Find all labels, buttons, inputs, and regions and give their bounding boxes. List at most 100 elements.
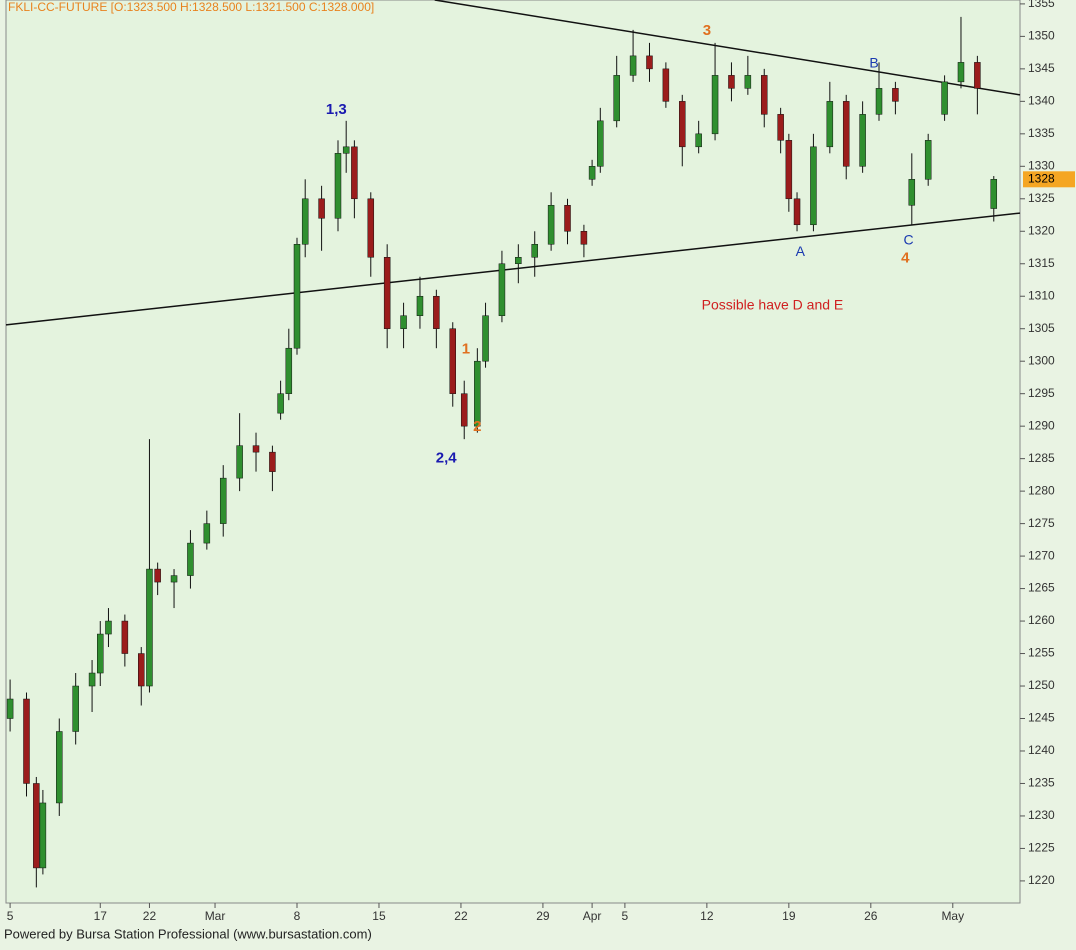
y-tick-label: 1275 bbox=[1028, 516, 1055, 530]
candle-body bbox=[793, 198, 801, 226]
y-tick-label: 1340 bbox=[1028, 94, 1055, 108]
candle-body bbox=[679, 101, 686, 148]
candle-body bbox=[334, 153, 342, 219]
x-tick-label: 5 bbox=[7, 909, 14, 923]
x-tick-label: 29 bbox=[536, 909, 550, 923]
candle-body bbox=[170, 575, 178, 583]
candle-body bbox=[941, 81, 948, 115]
x-tick-label: 5 bbox=[622, 909, 629, 923]
y-tick-label: 1265 bbox=[1028, 581, 1055, 595]
y-tick-label: 1230 bbox=[1028, 808, 1055, 822]
y-tick-label: 1255 bbox=[1028, 646, 1055, 660]
candle-body bbox=[564, 205, 571, 232]
trendline bbox=[5, 212, 1021, 326]
annotation: 1,3 bbox=[326, 101, 347, 118]
candle-body bbox=[277, 393, 284, 414]
candle-body bbox=[416, 295, 424, 316]
x-tick-label: 15 bbox=[372, 909, 386, 923]
candle-body bbox=[293, 244, 301, 349]
candle-body bbox=[777, 114, 784, 141]
candle-body bbox=[744, 75, 752, 89]
chart-title: FKLI-CC-FUTURE [O:1323.500 H:1328.500 L:… bbox=[8, 0, 374, 14]
candle-body bbox=[580, 231, 588, 245]
candle-body bbox=[842, 101, 850, 167]
y-tick-label: 1345 bbox=[1028, 61, 1055, 75]
x-tick-label: 17 bbox=[94, 909, 108, 923]
annotation: 2,4 bbox=[436, 450, 458, 467]
y-tick-label: 1350 bbox=[1028, 29, 1055, 43]
candle-body bbox=[351, 146, 358, 200]
candle-body bbox=[531, 244, 538, 258]
candle-body bbox=[88, 672, 96, 687]
plot-area bbox=[5, 0, 1021, 904]
candle-body bbox=[72, 685, 79, 732]
candle-body bbox=[433, 295, 440, 329]
x-tick-label: Apr bbox=[583, 909, 602, 923]
candle-body bbox=[924, 140, 932, 180]
candle-body bbox=[460, 393, 468, 427]
y-tick-label: 1220 bbox=[1028, 873, 1055, 887]
y-tick-label: 1305 bbox=[1028, 321, 1055, 335]
y-tick-label: 1225 bbox=[1028, 841, 1055, 855]
candle-body bbox=[990, 179, 998, 209]
candle-body bbox=[203, 523, 211, 544]
y-tick-label: 1235 bbox=[1028, 776, 1055, 790]
candle-body bbox=[154, 568, 161, 583]
candle-body bbox=[285, 347, 293, 394]
candle-body bbox=[56, 731, 63, 804]
x-tick-label: Mar bbox=[205, 909, 226, 923]
y-tick-label: 1295 bbox=[1028, 386, 1055, 400]
y-tick-label: 1240 bbox=[1028, 743, 1055, 757]
candle-body bbox=[810, 146, 817, 226]
x-tick-label: 12 bbox=[700, 909, 714, 923]
candle-body bbox=[875, 88, 883, 115]
candle-body bbox=[826, 101, 834, 148]
candle-body bbox=[301, 198, 309, 245]
y-tick-label: 1330 bbox=[1028, 158, 1055, 172]
candle-body bbox=[588, 166, 596, 180]
candle-body bbox=[23, 698, 30, 784]
last-price-label: 1328 bbox=[1028, 171, 1055, 185]
trendline bbox=[434, 0, 1021, 96]
candle-body bbox=[760, 75, 768, 115]
annotation: 3 bbox=[703, 22, 711, 39]
y-tick-label: 1325 bbox=[1028, 191, 1055, 205]
candle-body bbox=[97, 633, 104, 674]
candle-body bbox=[908, 179, 916, 206]
candle-body bbox=[474, 360, 481, 427]
candle-body bbox=[892, 88, 899, 102]
candle-body bbox=[269, 451, 276, 472]
x-tick-label: 26 bbox=[864, 909, 878, 923]
candle-body bbox=[400, 315, 407, 329]
y-tick-label: 1310 bbox=[1028, 288, 1055, 302]
x-tick-label: 8 bbox=[294, 909, 301, 923]
candle-body bbox=[957, 62, 965, 83]
annotation: 2 bbox=[473, 418, 481, 435]
candle-body bbox=[613, 75, 620, 122]
footer: Powered by Bursa Station Professional (w… bbox=[4, 926, 372, 941]
candle-body bbox=[597, 120, 604, 167]
candle-body bbox=[383, 257, 391, 329]
annotation: C bbox=[903, 232, 913, 248]
x-tick-label: 22 bbox=[143, 909, 157, 923]
candle-body bbox=[547, 205, 555, 245]
y-tick-label: 1315 bbox=[1028, 256, 1055, 270]
candle-body bbox=[39, 802, 47, 869]
annotation: B bbox=[869, 54, 878, 70]
y-tick-label: 1320 bbox=[1028, 223, 1055, 237]
annotation: Possible have D and E bbox=[702, 297, 844, 313]
candle-body bbox=[138, 653, 145, 687]
candle-body bbox=[629, 55, 637, 76]
candle-body bbox=[449, 328, 457, 394]
candle-body bbox=[121, 620, 129, 654]
y-tick-label: 1280 bbox=[1028, 483, 1055, 497]
y-tick-label: 1300 bbox=[1028, 353, 1055, 367]
candle-body bbox=[498, 263, 506, 316]
candle-body bbox=[515, 257, 522, 265]
candle-body bbox=[252, 445, 260, 453]
candle-body bbox=[662, 68, 670, 102]
candle-body bbox=[695, 133, 702, 148]
y-tick-label: 1290 bbox=[1028, 418, 1055, 432]
candle-body bbox=[342, 146, 350, 154]
